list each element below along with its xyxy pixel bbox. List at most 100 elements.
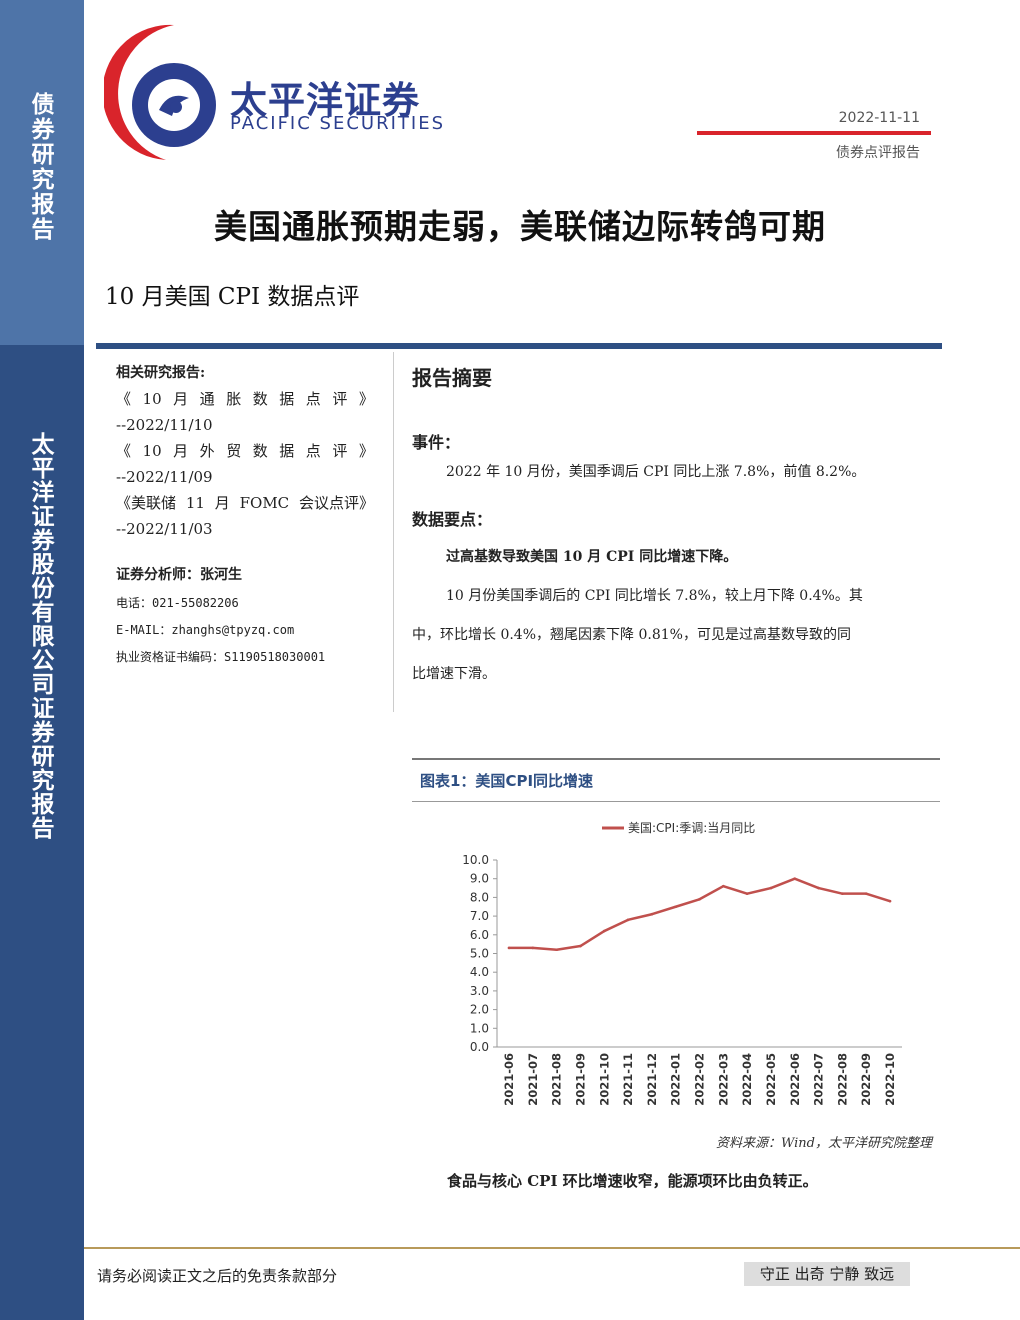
title-divider xyxy=(96,343,942,349)
related-report-title: 《美联储 11 月 FOMC 会议点评》 xyxy=(116,490,374,516)
data-point xyxy=(888,899,892,903)
page-title: 美国通胀预期走弱，美联储边际转鸽可期 xyxy=(214,207,826,246)
series-segment xyxy=(793,877,820,890)
x-tick-label: 2022-02 xyxy=(693,1053,707,1106)
series-segment xyxy=(698,884,725,901)
data-points-heading: 数据要点： xyxy=(412,510,493,529)
related-report-title-part: 11 xyxy=(185,494,205,512)
x-tick-label: 2022-03 xyxy=(716,1053,730,1106)
x-tick-label: 2022-06 xyxy=(788,1053,802,1106)
related-report-title-part: 《美联储 xyxy=(116,494,177,512)
related-report-title-part: 评 xyxy=(332,390,348,408)
related-reports-label: 相关研究报告: xyxy=(116,365,206,381)
column-divider xyxy=(393,352,394,712)
x-tick-label: 2022-07 xyxy=(812,1053,826,1106)
figure-source: 资料来源：Wind，太平洋研究院整理 xyxy=(716,1136,932,1151)
related-report-title: 《 10 月通胀数据点评》 xyxy=(116,386,374,412)
header-accent-rule xyxy=(697,131,931,135)
x-tick-label: 2022-04 xyxy=(740,1053,754,1106)
data-point xyxy=(698,897,701,901)
series-segment xyxy=(864,892,892,903)
analyst-name: 证券分析师：张河生 xyxy=(116,567,242,583)
y-tick-label: 3.0 xyxy=(470,984,489,998)
y-tick-label: 0.0 xyxy=(470,1040,489,1054)
data-point xyxy=(769,886,773,890)
series-segment xyxy=(745,886,773,895)
data-point xyxy=(841,892,844,895)
related-report-title-part: 《 xyxy=(116,442,132,460)
related-reports-list: 《 10 月通胀数据点评》 --2022/11/10 《 10 月外贸数据点评》 --2022… xyxy=(116,386,374,542)
related-report-title-part: 胀 xyxy=(226,390,242,408)
related-report-title-part: 月 xyxy=(173,442,189,460)
x-tick-label: 2021-12 xyxy=(645,1053,659,1106)
data-point xyxy=(602,929,606,933)
related-report-title-part: 据 xyxy=(279,442,295,460)
series-segment xyxy=(603,918,630,933)
point-text-line2: 中，环比增长 0.4%，翘尾因素下降 0.81%，可见是过高基数导致的同 xyxy=(412,627,851,643)
event-heading: 事件： xyxy=(412,433,461,452)
y-tick-label: 9.0 xyxy=(470,872,489,886)
footer-rule xyxy=(84,1247,1020,1249)
related-report-date: --2022/11/09 xyxy=(116,468,213,486)
data-point xyxy=(864,892,868,895)
analyst-email: E-MAIL：zhanghs@tpyzq.com xyxy=(116,623,295,637)
analyst-phone: 电话：021-55082206 xyxy=(116,596,239,610)
figure-title-rule xyxy=(412,801,940,802)
report-type: 债券点评报告 xyxy=(836,145,920,161)
series-segment xyxy=(579,929,606,948)
data-point xyxy=(555,948,558,952)
y-tick-label: 1.0 xyxy=(470,1021,489,1035)
y-tick-label: 10.0 xyxy=(462,853,489,867)
data-point xyxy=(626,918,630,922)
page-subtitle: 10 月美国 CPI 数据点评 xyxy=(105,284,360,310)
data-point xyxy=(507,946,511,950)
y-tick-label: 6.0 xyxy=(470,928,489,942)
sidebar-top-band xyxy=(0,0,84,345)
series-segment xyxy=(555,944,582,952)
y-tick-label: 5.0 xyxy=(470,947,489,961)
point-text-line3: 比增速下滑。 xyxy=(412,666,496,682)
analyst-certificate: 执业资格证书编码：S1190518030001 xyxy=(116,650,326,664)
related-report-title-part: 评 xyxy=(332,442,348,460)
related-report-date: --2022/11/10 xyxy=(116,416,213,434)
related-report-title-part: 《 xyxy=(116,390,132,408)
data-point xyxy=(793,877,797,880)
related-report-title-part: 会议点评》 xyxy=(298,494,374,512)
event-text: 2022 年 10 月份，美国季调后 CPI 同比上涨 7.8%，前值 8.2%… xyxy=(446,464,866,480)
data-point xyxy=(674,905,677,909)
x-tick-label: 2022-09 xyxy=(859,1053,873,1106)
pacific-securities-logo xyxy=(104,24,216,160)
x-tick-label: 2022-01 xyxy=(669,1053,683,1106)
related-report-title-part: 贸 xyxy=(226,442,242,460)
cpi-line-chart: 美国:CPI:季调:当月同比 0.0 1.0 2.0 3.0 4.0 5.0 6.0 7.0 8.… xyxy=(462,821,902,1106)
legend-label: 美国:CPI:季调:当月同比 xyxy=(628,821,755,835)
related-report-title-part: 月 xyxy=(173,390,189,408)
related-report-date: --2022/11/03 xyxy=(116,520,213,538)
related-report-title-part: 据 xyxy=(279,390,295,408)
x-tick-label: 2022-08 xyxy=(835,1053,849,1106)
related-report-title-part: 数 xyxy=(252,442,268,460)
series-segment xyxy=(674,898,701,908)
related-report-title-part: 点 xyxy=(305,442,321,460)
x-tick-label: 2021-11 xyxy=(621,1053,635,1106)
figure-top-rule xyxy=(412,758,940,760)
data-point xyxy=(817,886,820,890)
x-tick-label: 2022-05 xyxy=(764,1053,778,1106)
figure-cpi-chart: 图表1：美国CPI同比增速 美国:CPI:季调:当月同比 0.0 1.0 2.0 3.0… xyxy=(412,758,940,1126)
series-segment xyxy=(769,877,796,890)
data-point xyxy=(722,884,725,888)
sidebar-report-category: 债券研究报告 xyxy=(27,92,54,242)
y-tick-label: 2.0 xyxy=(470,1003,489,1017)
disclaimer-text: 请务必阅读正文之后的免责条款部分 xyxy=(97,1267,338,1285)
x-tick-label: 2022-10 xyxy=(883,1053,897,1106)
data-point xyxy=(745,892,749,895)
sidebar-bottom-band xyxy=(0,345,84,1320)
y-tick-label: 4.0 xyxy=(470,965,489,979)
related-report-title: 《 10 月外贸数据点评》 xyxy=(116,438,374,464)
x-tick-label: 2021-09 xyxy=(573,1053,587,1106)
related-report-title-part: 数 xyxy=(252,390,268,408)
brand-name-cn: 太平洋证券 xyxy=(230,79,420,122)
data-point xyxy=(650,912,654,916)
x-tick-label: 2021-10 xyxy=(597,1053,611,1106)
related-report-title-part: 》 xyxy=(358,390,374,408)
